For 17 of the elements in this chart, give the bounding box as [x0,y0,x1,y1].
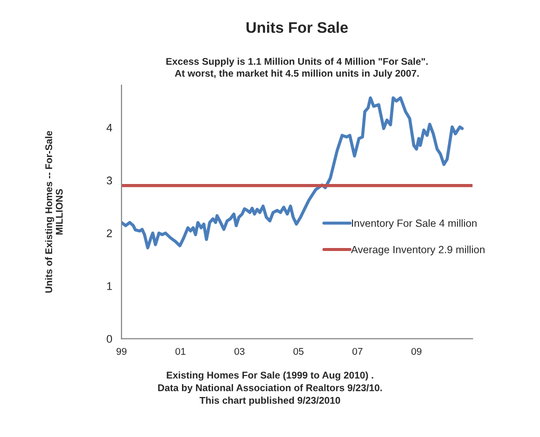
y-tick-label: 0 [106,334,112,343]
x-tick-label: 05 [293,348,304,355]
y-tick-label: 1 [107,282,112,290]
x-tick-label: 99 [116,348,126,355]
y-tick-label: 2 [106,229,112,238]
y-tick-label: 4 [106,124,112,132]
text: Existing Homes For Sale (1999 to Aug 2010) . Data by National Association of Realtors 9/23/10. This chart published 9/23/2010 [158,371,382,406]
y-tick-label: 3 [106,176,112,184]
x-tick-label: 07 [352,348,362,355]
x-tick-label: 01 [175,348,186,355]
x-tick-label: 03 [234,348,244,355]
legend-label: Average Inventory 2.9 million [351,246,484,256]
x-tick-label: 09 [411,348,422,355]
chart-subtitle: Excess Supply is 1.1 Million Units of 4 Million "For Sale". At worst, the market hit 4.5 million units in July 2007. [166,58,428,79]
chart-title: Units For Sale [246,22,348,33]
legend-label: Inventory For Sale 4 million [352,219,477,229]
y-axis-title: Units of Existing Homes -- For-Sale MILLIONS [45,130,63,293]
